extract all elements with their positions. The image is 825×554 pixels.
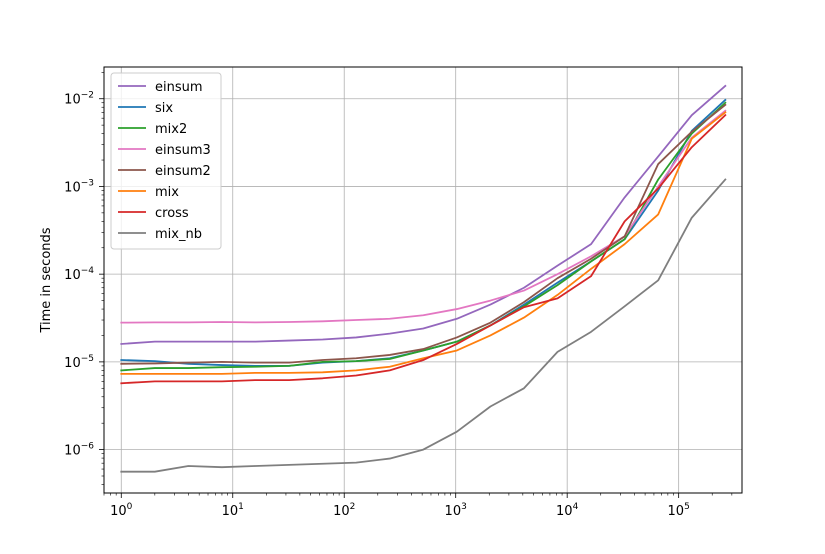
y-tick-label: 10−2: [64, 91, 94, 108]
y-tick-label: 10−3: [64, 178, 94, 195]
legend-label: mix2: [155, 122, 187, 137]
series-line-cross: [120, 113, 727, 385]
x-tick-exponent: 0: [127, 502, 133, 512]
x-tick-exponent: 1: [238, 502, 244, 512]
x-tick-exponent: 5: [684, 502, 690, 512]
y-tick-label: 10−5: [64, 354, 94, 371]
legend-label: einsum3: [155, 143, 211, 158]
legend-label: mix_nb: [155, 227, 202, 242]
y-tick-base: 10: [64, 356, 81, 371]
legend-label: six: [155, 101, 173, 116]
y-tick-label: 10−6: [64, 442, 94, 459]
y-tick-base: 10: [64, 444, 81, 459]
series-lines: [120, 84, 727, 473]
y-axis: 10−610−510−410−310−2: [64, 72, 104, 485]
series-line-mix_nb: [120, 178, 727, 473]
legend: einsum six mix2 einsum3 einsum2 mix cross mix_n…: [110, 72, 222, 250]
series-line-einsum: [120, 84, 727, 345]
y-axis-label: Time in seconds: [39, 227, 54, 333]
y-tick-exponent: −6: [81, 442, 95, 452]
x-tick-exponent: 3: [461, 502, 467, 512]
legend-label: mix: [155, 185, 179, 200]
y-tick-base: 10: [64, 93, 81, 108]
y-tick-exponent: −2: [81, 91, 94, 101]
series-line-mix2: [120, 101, 727, 372]
series-line-einsum2: [120, 103, 727, 365]
x-tick-exponent: 4: [573, 502, 579, 512]
y-tick-exponent: −4: [81, 266, 95, 276]
x-tick-exponent: 2: [350, 502, 356, 512]
y-tick-exponent: −3: [81, 178, 94, 188]
y-tick-base: 10: [64, 268, 81, 283]
y-tick-base: 10: [64, 180, 81, 195]
plot-frame: [103, 66, 743, 494]
series-line-mix: [120, 111, 727, 375]
legend-label: einsum: [155, 80, 203, 95]
legend-box: [110, 72, 222, 250]
y-tick-label: 10−4: [64, 266, 94, 283]
y-tick-exponent: −5: [81, 354, 94, 364]
legend-label: cross: [155, 206, 189, 221]
legend-label: einsum2: [155, 164, 211, 179]
